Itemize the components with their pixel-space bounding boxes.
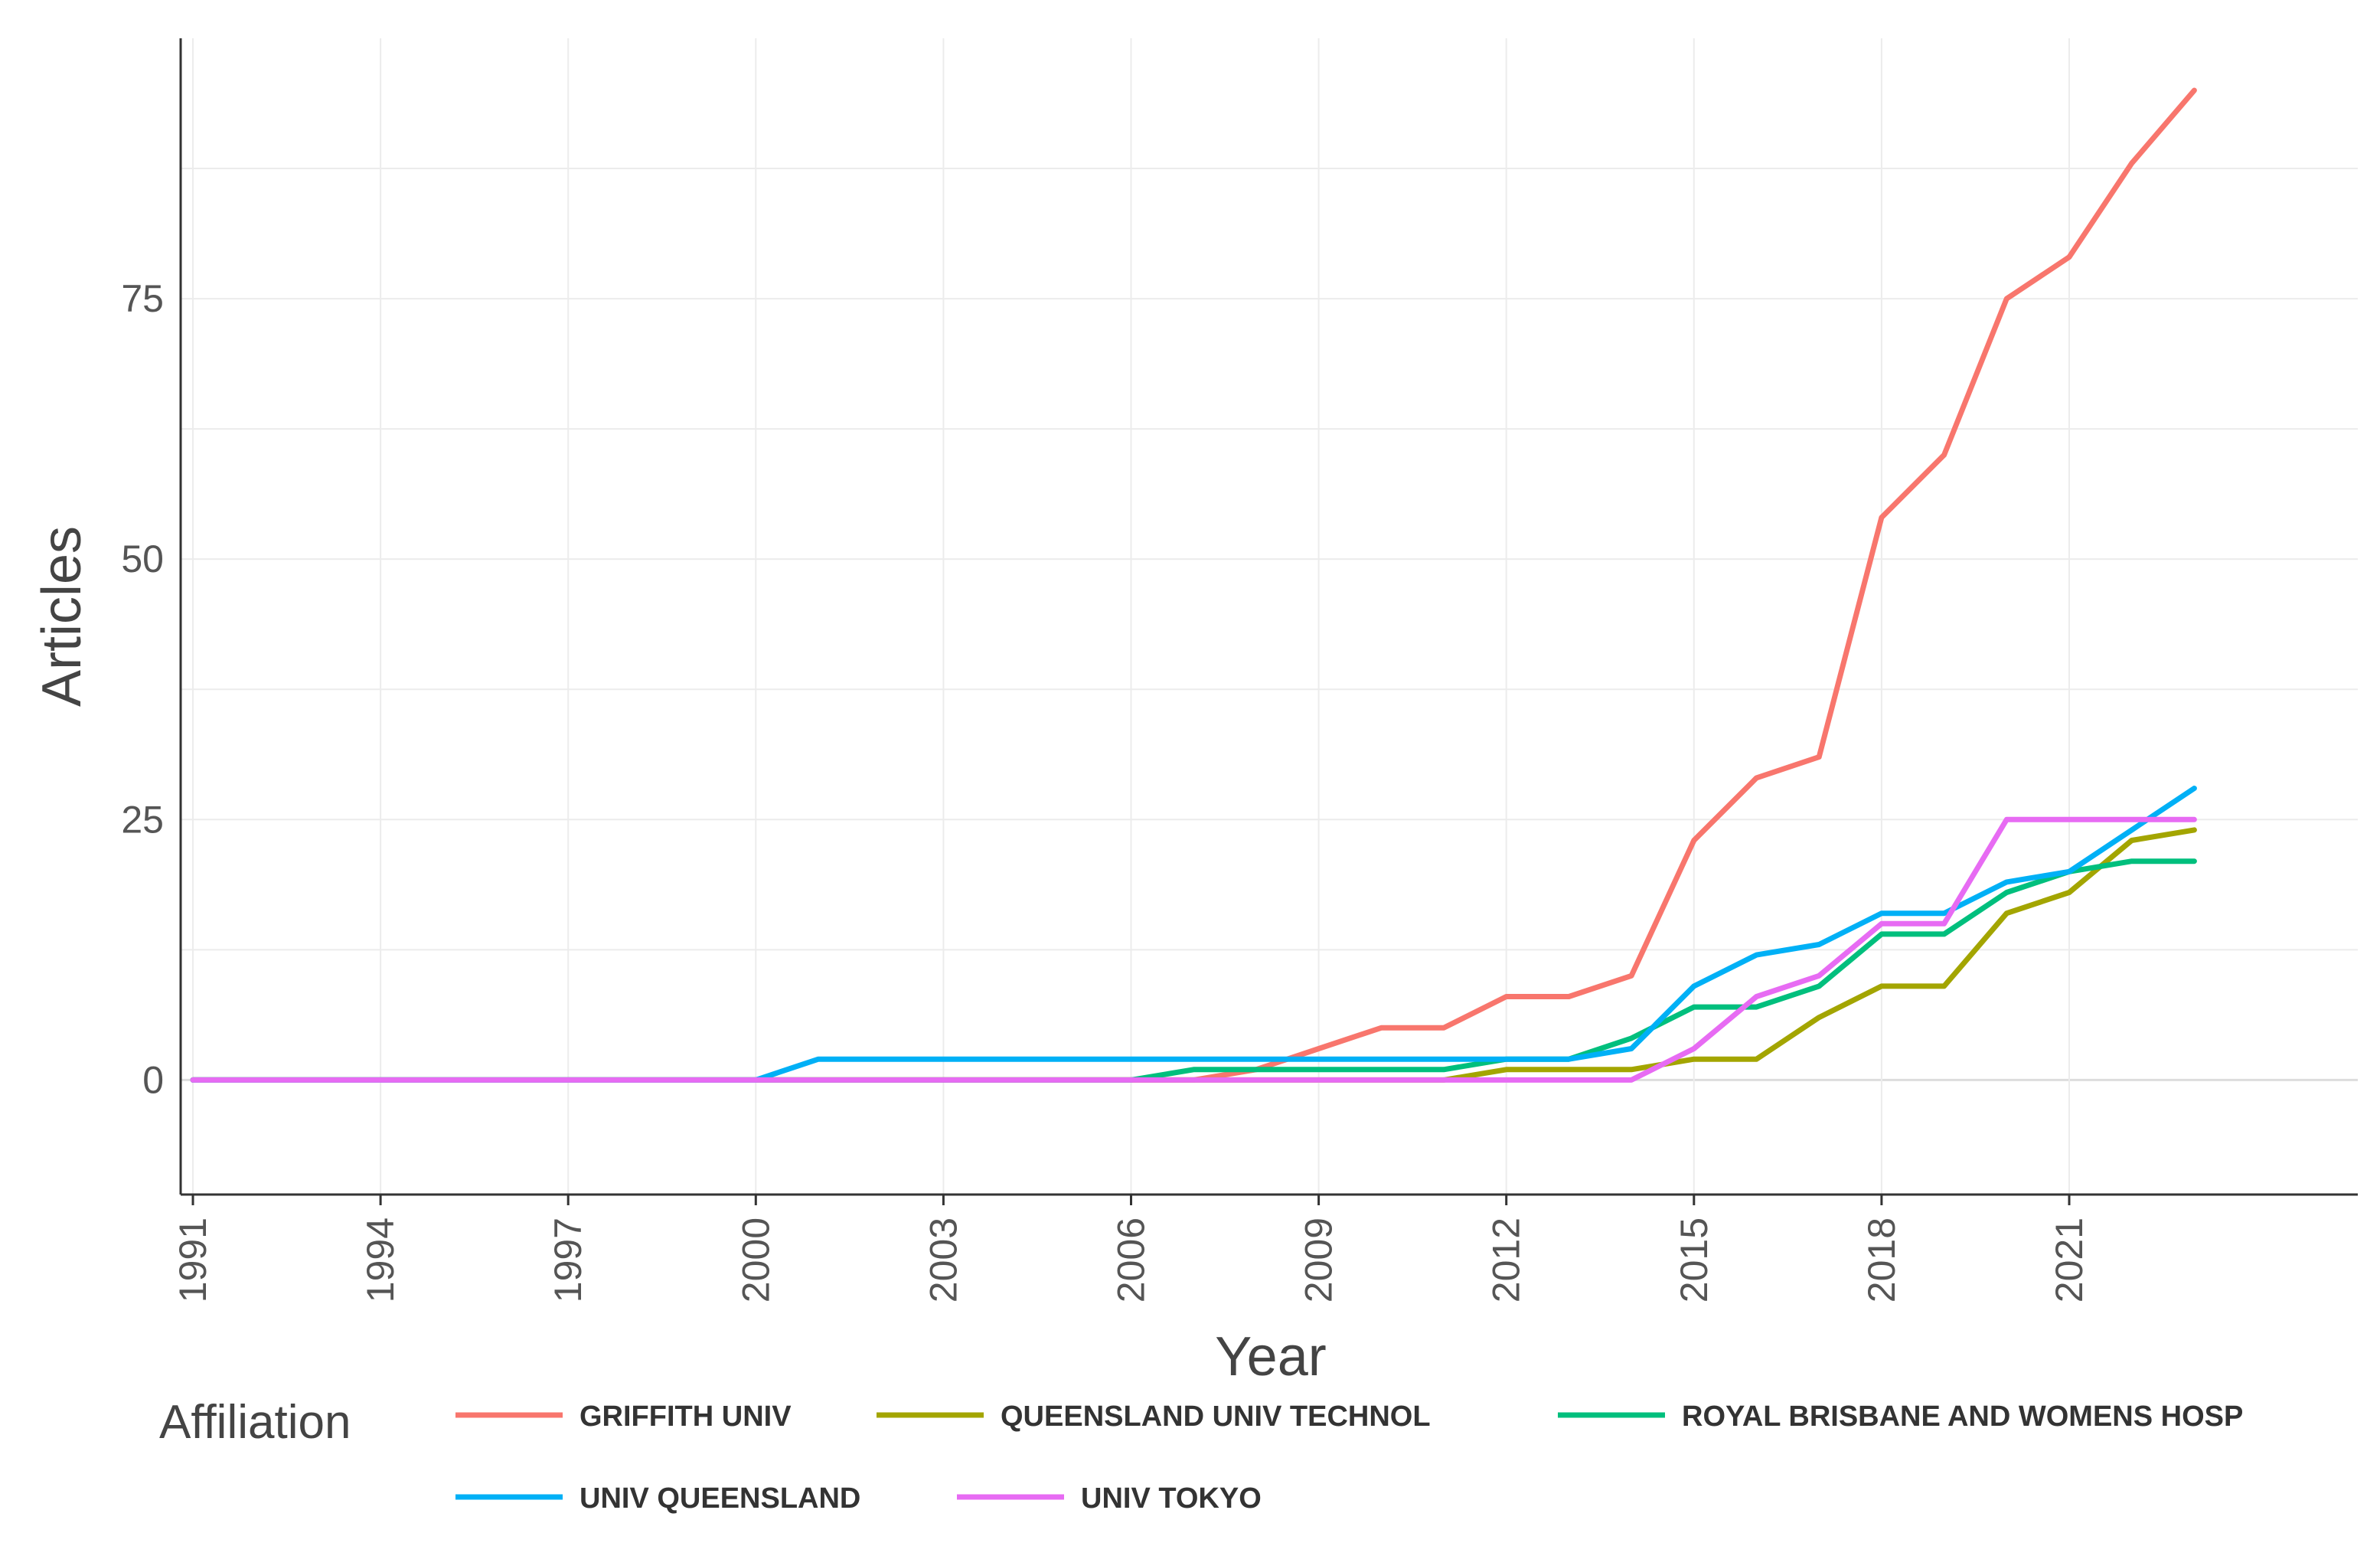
x-tick-label: 2018	[1860, 1218, 1903, 1302]
legend-label: UNIV TOKYO	[1081, 1482, 1262, 1515]
legend-label: ROYAL BRISBANE AND WOMENS HOSP	[1682, 1401, 2243, 1433]
y-axis-title: Articles	[31, 526, 93, 707]
x-tick-label: 2015	[1673, 1218, 1716, 1302]
series-line-royal-brisbane-and-womens-hosp	[190, 858, 2197, 1083]
x-tick-label: 1994	[359, 1218, 402, 1302]
legend-label: QUEENSLAND UNIV TECHNOL	[1001, 1401, 1431, 1433]
legend-label: GRIFFITH UNIV	[579, 1401, 792, 1433]
series-line-univ-tokyo	[190, 816, 2197, 1083]
x-tick-label: 2003	[922, 1218, 965, 1302]
series-line-queensland-univ-technol	[190, 827, 2197, 1083]
legend-title: Affiliation	[159, 1396, 351, 1449]
axes	[179, 38, 2358, 1196]
x-tick-label: 2000	[734, 1218, 777, 1302]
x-tick-label: 2009	[1298, 1218, 1340, 1302]
grid	[181, 38, 2358, 1195]
x-tick-label: 2006	[1110, 1218, 1153, 1302]
x-tick-label: 2012	[1485, 1218, 1528, 1302]
y-tick-label: 0	[142, 1058, 164, 1101]
series-lines	[190, 87, 2197, 1083]
legend: Affiliation GRIFFITH UNIV QUEENSLAND UNIV…	[159, 1396, 2243, 1515]
y-tick-label: 75	[121, 277, 164, 320]
x-axis-title: Year	[1215, 1326, 1326, 1387]
x-tick-label: 2021	[2048, 1218, 2091, 1302]
tick-labels: 0 25 50 75 1991 1994 1997 2000 2003 2006 2009 2012 2…	[121, 277, 2091, 1302]
y-tick-label: 50	[121, 538, 164, 580]
x-tick-label: 1991	[171, 1218, 214, 1302]
x-tick-label: 1997	[547, 1218, 589, 1302]
legend-label: UNIV QUEENSLAND	[579, 1482, 860, 1515]
y-tick-label: 25	[121, 798, 164, 841]
